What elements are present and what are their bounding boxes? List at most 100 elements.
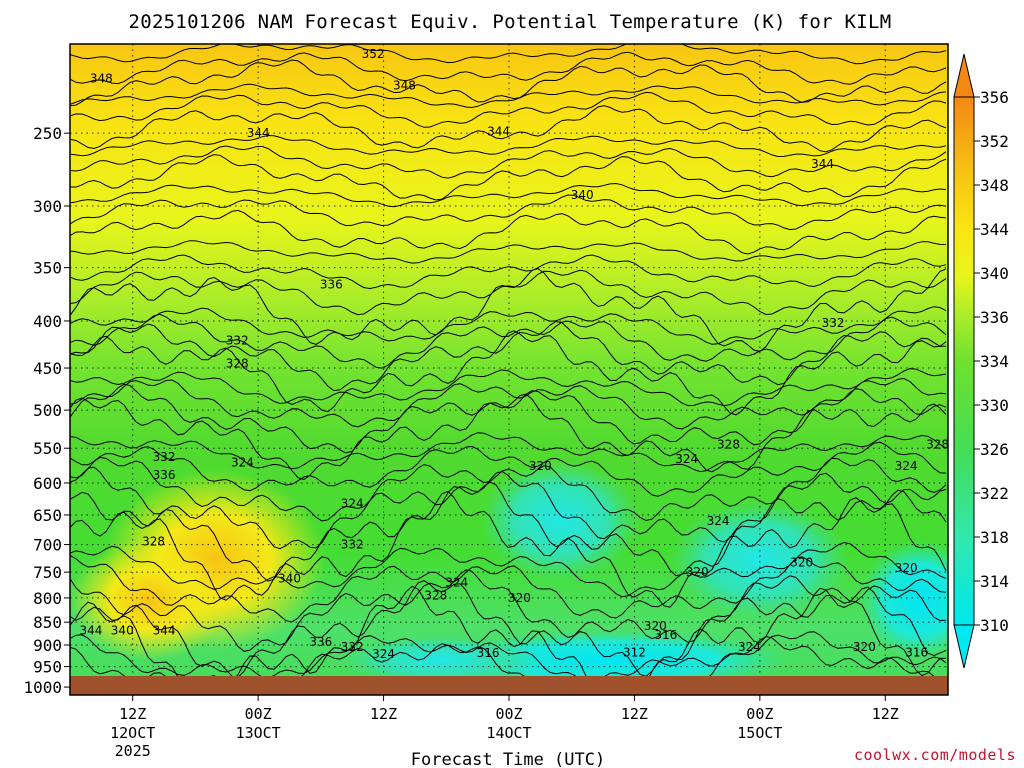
y-tick-label: 800 — [33, 589, 62, 608]
y-tick-label: 1000 — [23, 678, 62, 697]
contour-label: 348 — [90, 71, 113, 85]
contour-line — [70, 631, 947, 686]
contour-line — [70, 383, 947, 454]
contour-line — [70, 541, 947, 598]
contour-label: 324 — [738, 640, 761, 654]
colorbar-bottom-arrow — [953, 624, 975, 669]
contour-label: 312 — [623, 645, 646, 659]
contour-label: 348 — [393, 79, 416, 93]
x-tick-label: 00Z — [746, 705, 773, 723]
contour-line — [70, 432, 947, 473]
contour-label: 344 — [247, 126, 270, 140]
contour-line — [70, 269, 947, 316]
colorbar-tick-label: 336 — [980, 308, 1009, 327]
contour-line — [70, 320, 947, 392]
contour-label: 320 — [853, 640, 876, 654]
y-tick-label: 700 — [33, 536, 62, 555]
x-tick-label: 12Z — [119, 705, 146, 723]
contour-line — [70, 268, 947, 352]
colorbar-tick-label: 340 — [980, 264, 1009, 283]
contour-label: 320 — [790, 555, 813, 569]
contour-label: 344 — [487, 125, 510, 139]
contour-line — [70, 145, 947, 179]
contour-label: 336 — [309, 635, 332, 649]
y-tick-label: 900 — [33, 636, 62, 655]
contour-lines — [70, 44, 947, 695]
contour-label: 320 — [686, 565, 709, 579]
x-tick-label: 12Z — [621, 705, 648, 723]
colorbar: 356 352 348 344 340 336 334 330 326 322 318 314 310 — [953, 53, 1009, 669]
contour-label: 324 — [231, 455, 254, 469]
contour-label: 332 — [226, 333, 249, 347]
contour-label: 324 — [895, 459, 918, 473]
x-tick-label: 12Z — [872, 705, 899, 723]
y-axis: 250 300 350 400 450 500 550 600 650 700 750 800 850 9… — [23, 124, 70, 697]
contour-line — [70, 313, 947, 369]
contour-label: 324 — [372, 647, 395, 661]
contour-label: 340 — [278, 571, 301, 585]
contour-line — [70, 569, 947, 652]
contour-line — [70, 254, 947, 290]
contour-label: 316 — [477, 646, 500, 660]
contour-label: 336 — [320, 277, 343, 291]
y-tick-label: 250 — [33, 124, 62, 143]
colorbar-tick-label: 344 — [980, 220, 1009, 239]
contour-label: 332 — [153, 450, 176, 464]
colorbar-tick-label: 310 — [980, 616, 1009, 635]
terrain-surface — [70, 676, 948, 695]
colorbar-tick-label: 352 — [980, 132, 1009, 151]
contour-line — [70, 368, 947, 407]
contour-label: 324 — [445, 576, 468, 590]
y-tick-label: 450 — [33, 359, 62, 378]
contour-label: 320 — [529, 459, 552, 473]
contour-label: 328 — [226, 357, 249, 371]
contour-line — [70, 154, 947, 201]
x-tick-date: 13OCT — [236, 724, 281, 742]
contour-line — [70, 51, 947, 85]
contour-line — [70, 306, 947, 345]
colorbar-tick-label: 330 — [980, 396, 1009, 415]
x-tick-date: 15OCT — [737, 724, 782, 742]
contour-label: 340 — [571, 188, 594, 202]
colorbar-tick-label: 356 — [980, 88, 1009, 107]
x-tick-date: 14OCT — [486, 724, 531, 742]
contour-label: 352 — [362, 47, 385, 61]
x-tick-label: 12Z — [370, 705, 397, 723]
y-tick-label: 500 — [33, 401, 62, 420]
contour-line — [70, 91, 947, 128]
contour-line — [70, 441, 947, 497]
contour-line — [70, 481, 947, 582]
contour-label: 332 — [341, 538, 364, 552]
x-tick-date: 12OCT — [110, 724, 155, 742]
contour-line — [70, 393, 947, 481]
contour-label: 344 — [811, 157, 834, 171]
contour-label: 328 — [424, 588, 447, 602]
colorbar-body — [953, 96, 975, 626]
y-tick-label: 400 — [33, 312, 62, 331]
contour-label: 344 — [79, 624, 102, 638]
contour-line — [70, 59, 947, 107]
contour-line — [70, 466, 947, 550]
y-tick-label: 850 — [33, 613, 62, 632]
chart-title: 2025101206 NAM Forecast Equiv. Potential… — [128, 11, 891, 33]
contour-line — [70, 240, 947, 264]
contour-label: 324 — [707, 514, 730, 528]
x-tick-year: 2025 — [115, 742, 151, 760]
y-tick-label: 300 — [33, 197, 62, 216]
contour-line — [70, 44, 947, 65]
contour-line — [70, 209, 947, 255]
contour-label: 316 — [654, 628, 677, 642]
x-tick-label: 00Z — [245, 705, 272, 723]
colorbar-tick-label: 326 — [980, 440, 1009, 459]
contour-label: 320 — [895, 561, 918, 575]
y-tick-label: 650 — [33, 506, 62, 525]
colorbar-tick-label: 322 — [980, 484, 1009, 503]
y-tick-label: 950 — [33, 658, 62, 677]
credit-link[interactable]: coolwx.com/models — [854, 746, 1016, 764]
x-axis-label: Forecast Time (UTC) — [411, 750, 605, 768]
contour-line — [70, 134, 947, 158]
